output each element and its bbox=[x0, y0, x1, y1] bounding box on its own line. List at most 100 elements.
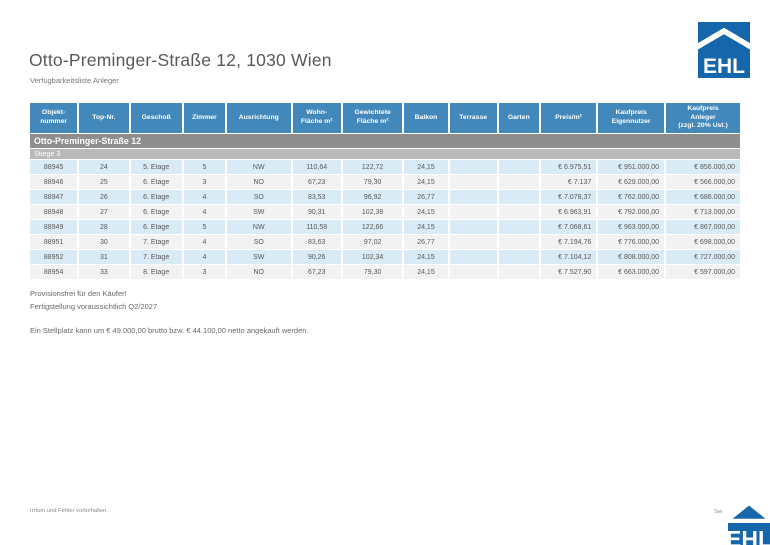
table-cell bbox=[449, 190, 497, 204]
table-cell: 110,58 bbox=[292, 220, 341, 234]
table-cell bbox=[449, 250, 497, 264]
table-cell: € 686.000,00 bbox=[665, 190, 740, 204]
table-cell: SO bbox=[226, 190, 291, 204]
table-cell: 5 bbox=[183, 160, 225, 174]
table-cell: 6. Etage bbox=[130, 220, 182, 234]
table-cell: 88945 bbox=[30, 160, 78, 174]
svg-text:EHL: EHL bbox=[703, 55, 745, 78]
table-cell: SW bbox=[226, 250, 291, 264]
table-cell: 88952 bbox=[30, 250, 78, 264]
table-cell: € 867.000,00 bbox=[665, 220, 740, 234]
table-cell: 5. Etage bbox=[130, 160, 182, 174]
table-cell: 24,15 bbox=[404, 220, 448, 234]
table-cell: 26,77 bbox=[404, 190, 448, 204]
availability-table: Objekt- nummer Top-Nr. Geschoß Zimmer Ausric… bbox=[28, 102, 742, 280]
table-cell: € 6.975,51 bbox=[540, 160, 597, 174]
table-cell: 102,38 bbox=[342, 205, 403, 219]
table-row: 88949 28 6. Etage 5 NW 110,58 122,66 24,15 € 7.0… bbox=[30, 220, 740, 234]
table-cell bbox=[498, 190, 539, 204]
table-cell: € 7.137 bbox=[540, 175, 597, 189]
table-cell: 26,77 bbox=[404, 235, 448, 249]
table-cell: 24,15 bbox=[404, 265, 448, 279]
table-cell bbox=[498, 220, 539, 234]
table-cell: € 7.194,76 bbox=[540, 235, 597, 249]
table-cell: 28 bbox=[79, 220, 129, 234]
subgroup-label: Stiege 3 bbox=[30, 149, 740, 159]
table-cell: 25 bbox=[79, 175, 129, 189]
column-header: Preis/m² bbox=[540, 103, 597, 133]
table-cell: 4 bbox=[183, 190, 225, 204]
table-cell: € 762.000,00 bbox=[598, 190, 664, 204]
notes-block: Provisionsfrei für den Käufer! Fertigste… bbox=[30, 287, 157, 313]
table-cell: € 597.000,00 bbox=[665, 265, 740, 279]
column-header: Terrasse bbox=[449, 103, 497, 133]
table-cell: NO bbox=[226, 265, 291, 279]
table-cell: € 629.000,00 bbox=[598, 175, 664, 189]
table-cell: 90,26 bbox=[292, 250, 341, 264]
table-cell bbox=[449, 175, 497, 189]
table-cell: € 663.000,00 bbox=[598, 265, 664, 279]
table-cell: € 808.000,00 bbox=[598, 250, 664, 264]
table-row: 88952 31 7. Etage 4 SW 90,26 102,34 24,15 € 7.10… bbox=[30, 250, 740, 264]
table-cell: 88951 bbox=[30, 235, 78, 249]
group-row: Otto-Preminger-Straße 12 bbox=[30, 134, 740, 148]
table-cell: SW bbox=[226, 205, 291, 219]
table-cell: € 792.000,00 bbox=[598, 205, 664, 219]
table-cell: 24,15 bbox=[404, 250, 448, 264]
table-cell: € 7.527,90 bbox=[540, 265, 597, 279]
table-cell: 31 bbox=[79, 250, 129, 264]
table-cell: € 856.000,00 bbox=[665, 160, 740, 174]
table-cell: SO bbox=[226, 235, 291, 249]
column-header: Kaufpreis Anleger (zzgl. 20% Ust.) bbox=[665, 103, 740, 133]
table-cell: 110,64 bbox=[292, 160, 341, 174]
subgroup-row: Stiege 3 bbox=[30, 149, 740, 159]
table-cell: 7. Etage bbox=[130, 235, 182, 249]
svg-text:EHL: EHL bbox=[726, 526, 770, 545]
table-cell: € 951.000,00 bbox=[598, 160, 664, 174]
table-cell bbox=[498, 205, 539, 219]
page-number-label: Sei bbox=[714, 509, 723, 515]
table-cell bbox=[498, 235, 539, 249]
table-cell bbox=[449, 235, 497, 249]
table-cell: 30 bbox=[79, 235, 129, 249]
table-cell bbox=[498, 175, 539, 189]
table-cell: 7. Etage bbox=[130, 250, 182, 264]
ehl-logo-icon: EHL bbox=[725, 502, 770, 545]
ehl-logo-icon: EHL bbox=[694, 22, 754, 78]
table-cell: 26 bbox=[79, 190, 129, 204]
table-cell: € 727.000,00 bbox=[665, 250, 740, 264]
table-row: 88951 30 7. Etage 4 SO 83,63 97,02 26,77 € 7.194… bbox=[30, 235, 740, 249]
table-cell bbox=[449, 220, 497, 234]
table-cell: 67,23 bbox=[292, 175, 341, 189]
table-cell: € 776.000,00 bbox=[598, 235, 664, 249]
table-cell: 24,15 bbox=[404, 160, 448, 174]
table-cell: € 698.000,00 bbox=[665, 235, 740, 249]
table-cell: NO bbox=[226, 175, 291, 189]
table-row: 88946 25 6. Etage 3 NO 67,23 79,30 24,15 € 7.137… bbox=[30, 175, 740, 189]
note-parking: Ein Stellplatz kann um € 49.000,00 brutt… bbox=[30, 326, 309, 335]
table-cell: 33 bbox=[79, 265, 129, 279]
table-cell: 24,15 bbox=[404, 175, 448, 189]
note-provision: Provisionsfrei für den Käufer! bbox=[30, 289, 127, 298]
table-cell: 96,92 bbox=[342, 190, 403, 204]
table-cell: 83,63 bbox=[292, 235, 341, 249]
table-cell: 3 bbox=[183, 265, 225, 279]
table-cell: 6. Etage bbox=[130, 175, 182, 189]
table-cell: 27 bbox=[79, 205, 129, 219]
column-header: Wohn- Fläche m² bbox=[292, 103, 341, 133]
page-subtitle: Verfügbarkeitsliste Anleger bbox=[30, 76, 119, 85]
table-cell: 79,30 bbox=[342, 265, 403, 279]
table-cell bbox=[498, 160, 539, 174]
table-cell: € 963.000,00 bbox=[598, 220, 664, 234]
table-row: 88947 26 6. Etage 4 SO 83,53 96,92 26,77 € 7.078… bbox=[30, 190, 740, 204]
table-cell: 122,72 bbox=[342, 160, 403, 174]
table-cell: 24 bbox=[79, 160, 129, 174]
column-header: Ausrichtung bbox=[226, 103, 291, 133]
disclaimer-text: Irrtum und Fehler vorbehalten. bbox=[30, 508, 108, 514]
table-cell: 24,15 bbox=[404, 205, 448, 219]
table-cell: € 6.963,91 bbox=[540, 205, 597, 219]
table-cell: 88949 bbox=[30, 220, 78, 234]
table-cell bbox=[449, 265, 497, 279]
table-cell: 4 bbox=[183, 250, 225, 264]
